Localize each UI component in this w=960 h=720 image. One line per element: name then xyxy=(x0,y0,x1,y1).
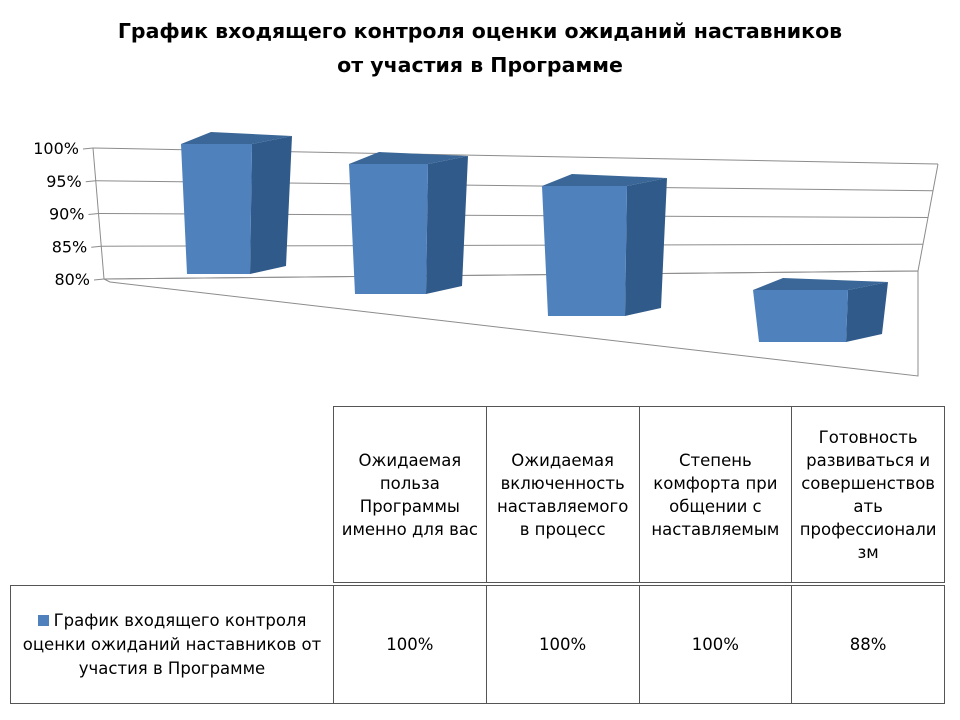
y-tick-label: 95% xyxy=(46,172,82,191)
bar-side xyxy=(426,156,468,294)
data-label: 100% xyxy=(640,586,793,703)
chart-bars xyxy=(181,132,888,342)
bar-top xyxy=(753,278,888,290)
y-tick-mark xyxy=(88,213,99,215)
y-tick-mark xyxy=(93,278,105,281)
bar-front xyxy=(542,186,627,316)
y-tick-label: 90% xyxy=(49,205,85,224)
legend-label: График входящего контроля оценки ожидани… xyxy=(22,610,322,678)
legend-swatch xyxy=(37,614,49,626)
bar-top xyxy=(181,132,292,144)
chart-plot: 80% 85% 90% 95% 100% xyxy=(33,132,939,377)
bar-front xyxy=(753,290,848,342)
category-label: Готовность развиваться и совершенствоват… xyxy=(791,406,945,582)
bar xyxy=(542,174,667,316)
y-tick-label: 80% xyxy=(54,270,90,289)
bar-front xyxy=(349,164,428,294)
chart-title-line-2: от участия в Программе xyxy=(337,53,623,77)
bar xyxy=(181,132,292,274)
gridline xyxy=(103,270,919,280)
chart-title: График входящего контроля оценки ожидани… xyxy=(60,14,900,82)
y-tick-mark xyxy=(91,245,102,248)
y-tick-mark xyxy=(85,180,96,183)
bar-top xyxy=(349,152,468,164)
category-label: Ожидаемая польза Программы именно для ва… xyxy=(333,406,486,582)
category-label: Степень комфорта при общении с наставляе… xyxy=(638,406,792,582)
data-label: 100% xyxy=(334,586,487,703)
legend-entry: График входящего контроля оценки ожидани… xyxy=(11,586,334,703)
bar-side xyxy=(250,136,292,274)
y-axis-ticks: 80% 85% 90% 95% 100% xyxy=(33,139,90,289)
category-header-row: Ожидаемая польза Программы именно для ва… xyxy=(333,406,945,583)
category-label: Ожидаемая включенность наставляемого в п… xyxy=(485,406,639,582)
data-label: 88% xyxy=(849,635,887,654)
y-tick-label: 85% xyxy=(52,237,88,256)
data-table-row: График входящего контроля оценки ожидани… xyxy=(10,585,945,704)
bar-side xyxy=(625,178,667,316)
bar-top xyxy=(542,174,667,186)
bar-front xyxy=(181,144,252,274)
data-label: 100% xyxy=(487,586,640,703)
y-tick-label: 100% xyxy=(33,139,79,158)
bar xyxy=(349,152,468,294)
chart-title-line-1: График входящего контроля оценки ожидани… xyxy=(117,19,843,43)
bar xyxy=(753,278,888,342)
y-tick-mark xyxy=(82,147,94,150)
bar-side xyxy=(846,282,888,342)
